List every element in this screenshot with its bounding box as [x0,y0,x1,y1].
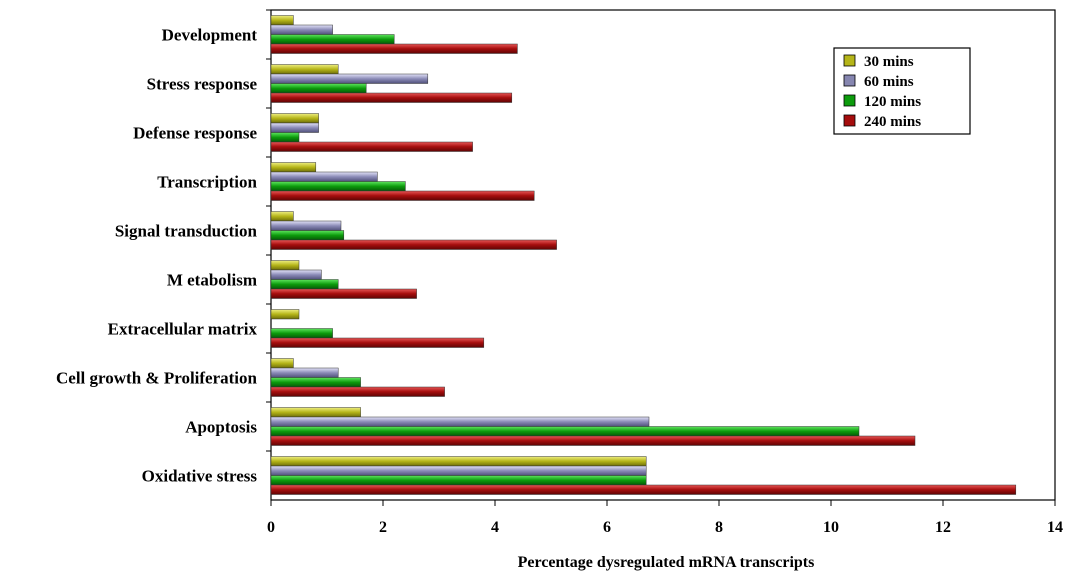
bar [270,239,557,250]
legend-label: 120 mins [864,94,921,110]
bar [270,377,361,388]
legend-swatch [843,114,856,127]
bar [270,269,322,280]
bar [270,260,300,271]
bar [270,220,342,231]
bar [270,386,445,397]
bar [270,367,339,378]
bar [270,358,294,369]
bars [270,15,1017,495]
x-tick-label: 6 [603,519,611,536]
bar [270,141,473,152]
bar [270,456,647,467]
category-label: Apoptosis [185,418,257,437]
legend-swatch [843,74,856,87]
x-tick-label: 12 [935,519,951,536]
legend-box [833,47,971,135]
category-label: Development [162,26,258,45]
bar [270,34,395,45]
legend: 30 mins 60 mins 120 mins 240 mins [833,47,971,135]
x-tick-label: 8 [715,519,723,536]
bar [270,435,916,446]
x-tick-label: 2 [379,519,387,536]
bar [270,132,300,143]
legend-swatch [843,54,856,67]
category-label: Oxidative stress [142,467,258,486]
category-label: Cell growth & Proliferation [56,369,258,388]
legend-label: 30 mins [864,54,914,70]
bar [270,64,339,75]
legend-label: 240 mins [864,114,921,130]
category-label: M etabolism [167,271,257,290]
category-label: Transcription [157,173,257,192]
x-axis: 0 2 4 6 8 10 12 14 [267,500,1063,536]
bar [270,92,513,103]
bar [270,24,333,35]
category-label: Extracellular matrix [108,320,258,339]
bar [270,171,378,182]
bar [270,83,367,94]
category-label: Stress response [147,75,258,94]
category-labels: Development Stress response Defense respon… [56,9,271,486]
x-tick-label: 0 [267,519,275,536]
bar [270,113,319,124]
bar [270,465,647,476]
x-tick-label: 10 [823,519,839,536]
bar [270,407,361,418]
bar [270,279,339,290]
bar [270,73,429,84]
bar [270,43,518,54]
bar [270,230,345,241]
bar [270,337,485,348]
x-axis-title: Percentage dysregulated mRNA transcripts [518,554,815,571]
bar [270,162,317,173]
bar [270,426,860,437]
bar [270,309,300,320]
bar [270,288,417,299]
bar [270,484,1017,495]
bar [270,211,294,222]
bar [270,475,647,486]
x-tick-label: 14 [1047,519,1063,536]
bar [270,190,535,201]
bar [270,181,406,192]
category-label: Defense response [133,124,257,143]
legend-label: 60 mins [864,74,914,90]
bar [270,15,294,26]
x-tick-label: 4 [491,519,499,536]
category-label: Signal transduction [115,222,258,241]
bar [270,122,319,133]
bar [270,416,650,427]
bar [270,328,333,339]
legend-swatch [843,94,856,107]
